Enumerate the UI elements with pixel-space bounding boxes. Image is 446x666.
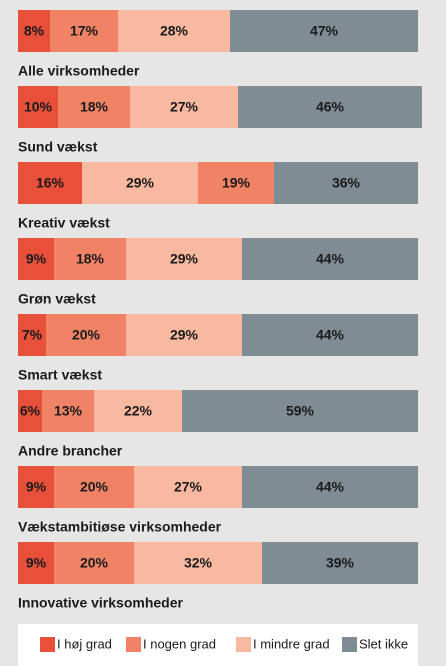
data-label: 10% [24,99,53,115]
data-label: 8% [24,23,45,39]
data-label: 13% [54,403,83,419]
category-label: Vækstambitiøse virksomheder [18,519,222,535]
data-label: 32% [184,555,213,571]
data-label: 29% [126,175,155,191]
legend-swatch [236,637,251,652]
bar-segment [126,314,242,356]
bar-segment [242,238,418,280]
bar-segment [126,238,242,280]
bar-segment [182,390,418,432]
bar-segment [18,162,82,204]
bar-segment [134,466,242,508]
data-label: 7% [22,327,43,343]
data-label: 27% [174,479,203,495]
legend-label: I høj grad [57,636,112,651]
data-label: 47% [310,23,339,39]
data-label: 44% [316,251,345,267]
data-label: 19% [222,175,251,191]
category-label: Alle virksomheder [18,63,140,79]
bar-segment [18,314,46,356]
bar-segment [118,10,230,52]
legend-swatch [40,637,55,652]
bar-segment [18,86,58,128]
legend-swatch [342,637,357,652]
data-label: 18% [80,99,109,115]
bar-segment [18,10,50,52]
data-label: 16% [36,175,65,191]
data-label: 9% [26,251,47,267]
bar-segment [242,314,418,356]
data-label: 9% [26,555,47,571]
data-label: 46% [316,99,345,115]
bar-segment [42,390,94,432]
data-label: 22% [124,403,153,419]
bar-segment [18,238,54,280]
category-label: Andre brancher [18,443,123,459]
category-label: Innovative virksomheder [18,595,184,611]
data-label: 20% [80,555,109,571]
legend-label: Slet ikke [359,636,408,651]
category-label: Smart vækst [18,367,102,383]
data-label: 36% [332,175,361,191]
bar-segment [134,542,262,584]
legend-label: I nogen grad [143,636,216,651]
data-label: 44% [316,479,345,495]
data-label: 6% [20,403,41,419]
data-label: 9% [26,479,47,495]
bar-segment [46,314,126,356]
bar-segment [54,238,126,280]
bar-segment [230,10,418,52]
category-label: Grøn vækst [18,291,96,307]
bar-segment [198,162,274,204]
bar-segment [18,542,54,584]
category-label: Sund vækst [18,139,98,155]
bar-segment [54,542,134,584]
bar-segment [242,466,418,508]
legend-label: I mindre grad [253,636,330,651]
data-label: 29% [170,327,199,343]
data-label: 44% [316,327,345,343]
bar-segment [18,390,42,432]
bar-segment [262,542,418,584]
bar-segment [94,390,182,432]
data-label: 59% [286,403,315,419]
bar-segment [130,86,238,128]
bar-segment [274,162,418,204]
data-label: 39% [326,555,355,571]
bar-segment [18,466,54,508]
data-label: 18% [76,251,105,267]
data-label: 17% [70,23,99,39]
bar-segment [50,10,118,52]
data-label: 20% [80,479,109,495]
data-label: 20% [72,327,101,343]
bar-segment [82,162,198,204]
bar-segment [58,86,130,128]
legend-swatch [126,637,141,652]
category-label: Kreativ vækst [18,215,110,231]
data-label: 29% [170,251,199,267]
bar-segment [54,466,134,508]
data-label: 27% [170,99,199,115]
bar-segment [238,86,422,128]
data-label: 28% [160,23,189,39]
